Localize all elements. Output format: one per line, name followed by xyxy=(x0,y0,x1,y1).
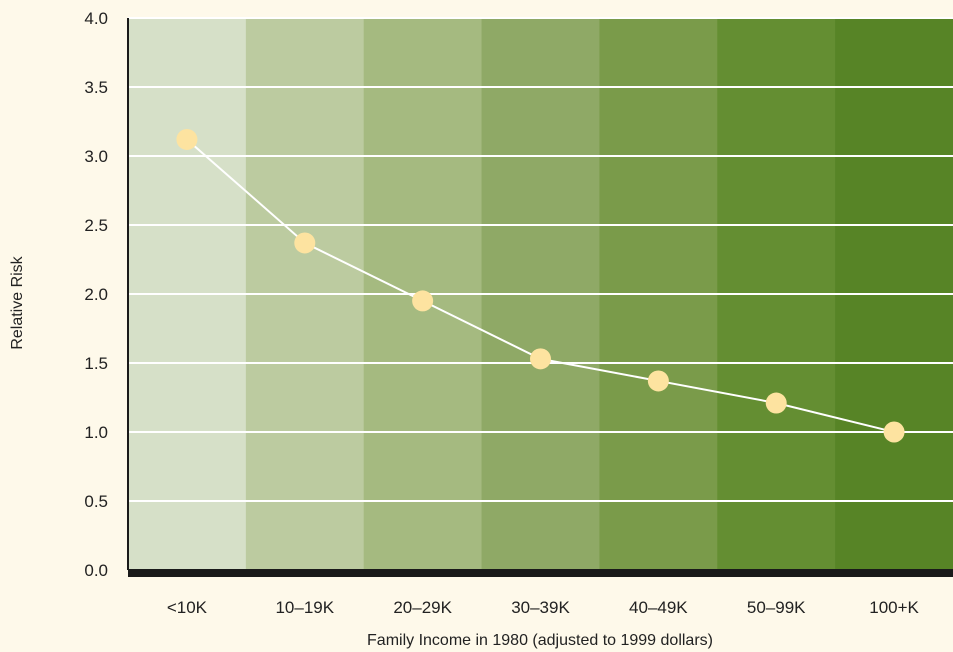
x-tick-label: 40–49K xyxy=(629,598,688,617)
data-point xyxy=(294,232,316,254)
y-tick-label: 3.5 xyxy=(84,78,108,97)
y-tick-label: 4.0 xyxy=(84,9,108,28)
y-tick-label: 0.5 xyxy=(84,492,108,511)
y-tick-label: 2.0 xyxy=(84,285,108,304)
data-point xyxy=(883,421,905,443)
x-axis-title: Family Income in 1980 (adjusted to 1999 … xyxy=(367,632,713,649)
data-point xyxy=(530,348,551,370)
x-tick-label: 50–99K xyxy=(747,598,806,617)
data-point xyxy=(647,370,669,392)
x-axis-bar xyxy=(128,569,953,577)
y-axis-title: Relative Risk xyxy=(9,255,26,349)
x-tick-label: 10–19K xyxy=(275,598,334,617)
data-points xyxy=(176,128,905,443)
data-point xyxy=(765,392,787,414)
y-tick-label: 2.5 xyxy=(84,216,108,235)
gridlines xyxy=(128,17,953,502)
y-tick-label: 1.5 xyxy=(84,354,108,373)
data-point xyxy=(412,290,434,312)
x-tick-label: 20–29K xyxy=(393,598,452,617)
x-tick-label: 30–39K xyxy=(511,598,570,617)
y-tick-label: 0.0 xyxy=(84,561,108,580)
x-tick-label: <10K xyxy=(167,598,208,617)
x-tick-label: 100+K xyxy=(869,598,919,617)
y-tick-label: 3.0 xyxy=(84,147,108,166)
y-tick-label: 1.0 xyxy=(84,423,108,442)
data-point xyxy=(176,128,198,150)
x-tick-labels: <10K 10–19K 20–29K 30–39K 40–49K 50–99K 100+K xyxy=(167,598,920,617)
y-tick-labels: 0.0 0.5 1.0 1.5 2.0 2.5 3.0 3.5 4.0 xyxy=(84,9,108,580)
